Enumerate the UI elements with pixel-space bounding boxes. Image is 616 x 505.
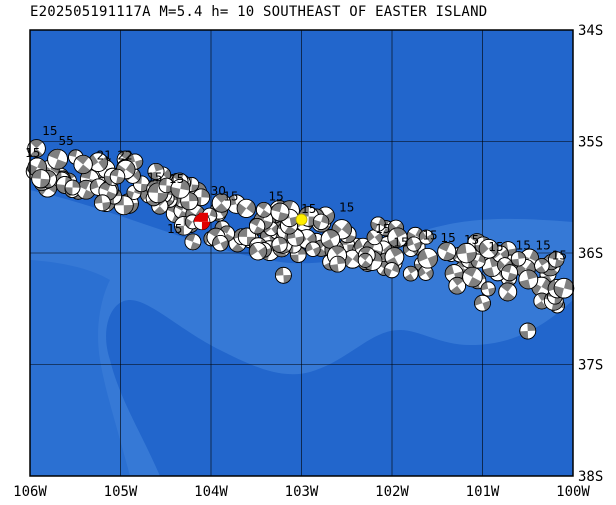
focal-mechanism (357, 252, 373, 268)
depth-label: 15 (516, 239, 531, 253)
depth-label: 15 (488, 240, 503, 254)
depth-label: 15 (422, 229, 437, 243)
depth-label: 15 (167, 222, 182, 236)
axis-labels: 106W 105W 104W 103W 102W 101W 100W 34S 35S 36S 37S… (13, 23, 603, 500)
focal-mechanism (383, 262, 400, 279)
highlighted-mechanism (193, 212, 211, 231)
focal-mechanism (480, 281, 496, 297)
depth-label: 15 (147, 171, 162, 185)
depth-label: 21 (97, 148, 112, 162)
focal-mechanism (518, 269, 539, 290)
longitude-tick-label: 102W (375, 484, 409, 500)
focal-mechanism (534, 258, 550, 274)
focal-mechanism (456, 242, 477, 264)
longitude-tick-label: 105W (104, 484, 138, 500)
map-border (29, 29, 574, 477)
focal-mechanism (329, 255, 347, 273)
depth-label: 15 (535, 239, 550, 253)
focal-mechanism (94, 194, 111, 212)
focal-mechanism (147, 162, 165, 180)
latitude-tick-label: 38S (578, 469, 603, 485)
focal-mechanism (271, 236, 288, 253)
focal-mechanism (501, 264, 519, 282)
focal-mechanism (519, 322, 537, 340)
depth-label: 15 (42, 124, 57, 138)
focal-mechanism (478, 238, 499, 259)
depth-label: 15 (169, 172, 184, 186)
focal-mechanism (170, 178, 191, 199)
longitude-tick-label: 106W (13, 484, 47, 500)
longitude-tick-label: 100W (556, 484, 590, 500)
focal-mechanism (211, 193, 232, 213)
focal-mechanism (474, 294, 491, 312)
depth-label: 15 (269, 190, 284, 204)
depth-label: 15 (301, 202, 316, 216)
latitude-tick-label: 35S (578, 135, 603, 151)
longitude-tick-label: 103W (285, 484, 319, 500)
focal-mechanism (418, 229, 434, 245)
focal-mechanism (402, 265, 419, 282)
focal-mechanism (274, 266, 292, 284)
focal-mechanism (73, 154, 93, 175)
focal-mechanism (236, 198, 256, 218)
depth-label: 15 (25, 146, 40, 160)
focal-mechanism (270, 202, 290, 222)
focal-mechanism (305, 241, 321, 257)
focal-mechanism (109, 168, 126, 185)
focal-mechanism (387, 227, 408, 248)
latitude-tick-label: 34S (578, 23, 603, 39)
focal-mechanism (417, 248, 438, 269)
focal-mechanism (448, 276, 467, 295)
map-title: E202505191117A M=5.4 h= 10 SOUTHEAST OF … (30, 4, 488, 20)
marker-layer (193, 212, 308, 231)
focal-mechanism (255, 201, 272, 218)
depth-label: 15 (464, 233, 479, 247)
focal-mechanism (64, 179, 81, 196)
focal-mechanism (312, 213, 330, 231)
focal-mechanism (27, 139, 46, 158)
depth-label: 15 (393, 235, 408, 249)
focal-mechanism (462, 266, 483, 288)
focal-mechanism (31, 169, 51, 189)
epicenter-marker (295, 213, 308, 226)
focal-mechanism (498, 282, 518, 302)
latitude-tick-label: 36S (578, 246, 603, 262)
depth-label: 55 (59, 134, 74, 148)
depth-label: 15 (223, 190, 238, 204)
longitude-tick-label: 101W (466, 484, 500, 500)
focal-mechanism (212, 235, 229, 252)
focal-mechanism (248, 218, 266, 235)
depth-label: 15 (375, 222, 390, 236)
longitude-tick-label: 104W (194, 484, 228, 500)
focal-mechanism (184, 233, 202, 251)
latitude-tick-label: 37S (578, 358, 603, 374)
focal-mechanism (47, 148, 68, 170)
depth-label: 15 (339, 201, 354, 215)
depth-label: 22 (117, 148, 132, 162)
focal-mechanism (370, 216, 386, 232)
focal-mechanism (437, 242, 457, 261)
focal-mechanism (406, 236, 422, 252)
focal-mechanism (548, 251, 565, 268)
bathymetry-deep-zone (30, 260, 130, 476)
focal-mechanism (553, 277, 575, 299)
focal-mechanism (248, 242, 268, 261)
depth-label: 30 (211, 184, 226, 198)
focal-mechanism-layer (25, 139, 575, 340)
focal-mechanism (510, 251, 527, 267)
depth-label: 15 (440, 231, 455, 245)
focal-mechanism (320, 229, 341, 249)
focal-mechanism (418, 265, 434, 281)
depth-label: 15 (552, 249, 567, 263)
